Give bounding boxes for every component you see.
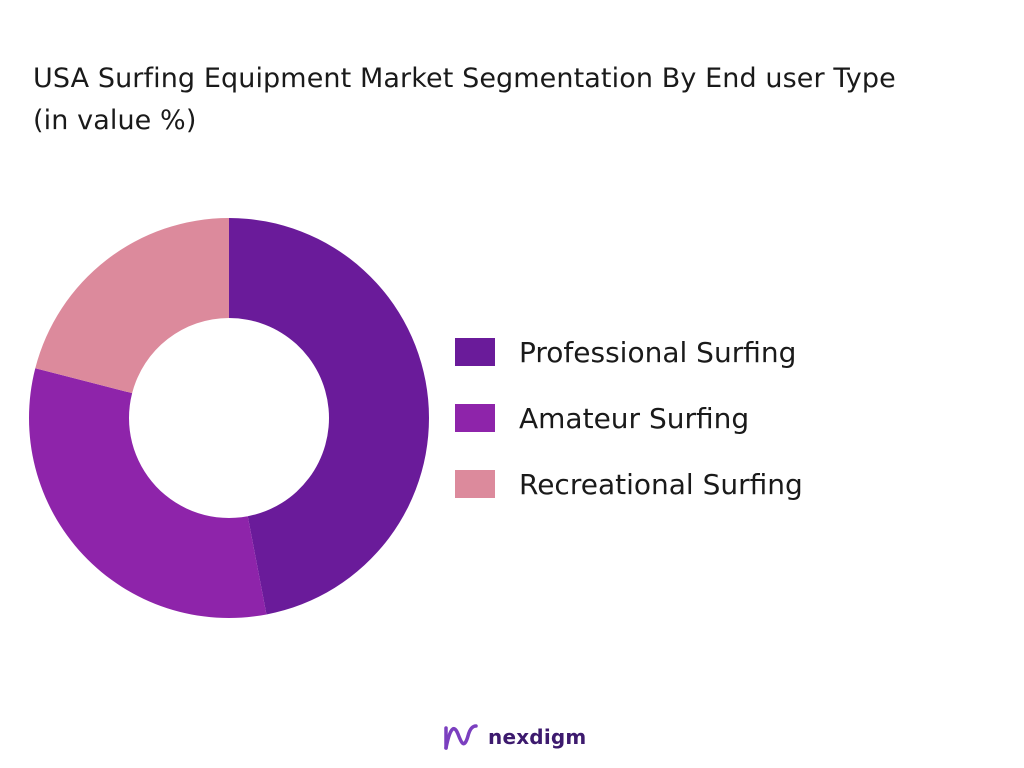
legend-item-professional-surfing: Professional Surfing [455,330,803,374]
chart-legend: Professional Surfing Amateur Surfing Rec… [455,330,803,528]
nexdigm-logo-icon [444,724,478,750]
chart-title: USA Surfing Equipment Market Segmentatio… [33,58,1013,142]
chart-title-line-2: (in value %) [33,105,197,136]
brand-name: nexdigm [488,725,587,749]
legend-label: Amateur Surfing [519,401,750,435]
donut-slice-professional-surfing [229,218,430,615]
chart-title-line-1: USA Surfing Equipment Market Segmentatio… [33,63,896,94]
donut-slice-amateur-surfing [29,368,267,619]
legend-label: Recreational Surfing [519,467,803,501]
legend-item-amateur-surfing: Amateur Surfing [455,396,803,440]
brand-logo: nexdigm [442,722,586,752]
legend-label: Professional Surfing [519,335,797,369]
legend-item-recreational-surfing: Recreational Surfing [455,462,803,506]
donut-slice-recreational-surfing [35,218,229,394]
legend-swatch-professional-surfing [455,338,495,366]
legend-swatch-recreational-surfing [455,470,495,498]
donut-chart [29,218,430,619]
legend-swatch-amateur-surfing [455,404,495,432]
